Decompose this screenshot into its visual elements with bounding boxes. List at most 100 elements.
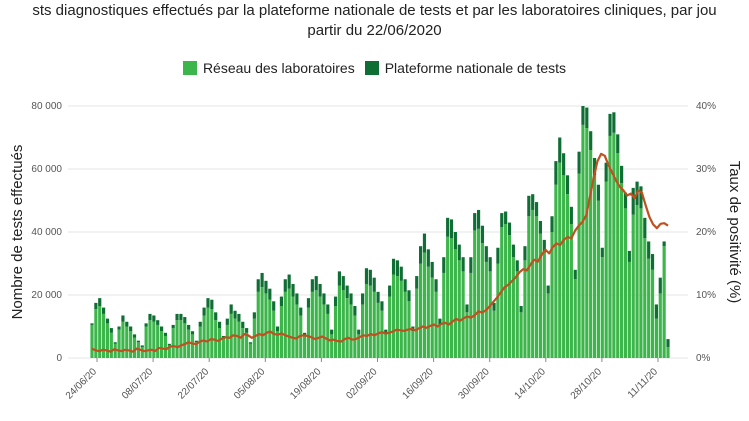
bar-plateforme xyxy=(225,318,229,325)
bar-reseau xyxy=(337,285,341,358)
x-tick-label: 08/07/20 xyxy=(120,366,156,402)
bar-reseau xyxy=(391,274,396,358)
bar-plateforme xyxy=(515,260,519,272)
bar-plateforme xyxy=(426,249,430,267)
bar-plateforme xyxy=(434,279,438,292)
legend-item-reseau: Réseau des laboratoires xyxy=(182,60,355,76)
bar-plateforme xyxy=(654,304,658,319)
bar-plateforme xyxy=(159,326,164,332)
bar-plateforme xyxy=(442,257,446,273)
bar-plateforme xyxy=(415,276,419,289)
bar-reseau xyxy=(469,272,473,358)
bar-reseau xyxy=(465,312,469,358)
bar-reseau xyxy=(318,296,322,358)
bar-plateforme xyxy=(179,313,183,321)
bar-reseau xyxy=(175,320,179,358)
bar-plateforme xyxy=(264,280,268,294)
bar-plateforme xyxy=(314,276,318,291)
bar-plateforme xyxy=(511,244,515,258)
bar-reseau xyxy=(562,175,566,358)
bar-plateforme xyxy=(248,342,253,344)
bar-plateforme xyxy=(136,340,140,343)
bar-plateforme xyxy=(357,329,361,335)
positivity-line xyxy=(91,152,669,353)
bar-reseau xyxy=(453,249,457,358)
bar-reseau xyxy=(357,334,361,358)
bar-reseau xyxy=(194,342,198,358)
y-tick-label: 0 xyxy=(56,353,62,364)
bar-plateforme xyxy=(330,329,334,335)
bar-plateforme xyxy=(465,304,469,313)
bar-reseau xyxy=(322,304,326,358)
bar-reseau xyxy=(353,315,357,358)
bar-reseau xyxy=(565,194,570,358)
bar-plateforme xyxy=(608,113,612,136)
bar-reseau xyxy=(361,304,365,358)
bar-plateforme xyxy=(623,192,628,209)
y-tick-label: 60 000 xyxy=(31,164,62,175)
bar-plateforme xyxy=(129,326,133,332)
bar-reseau xyxy=(496,263,500,358)
bar-reseau xyxy=(179,320,183,358)
bar-reseau xyxy=(102,313,106,358)
bar-plateforme xyxy=(210,299,214,310)
bar-reseau xyxy=(589,150,593,358)
legend: Réseau des laboratoires Plateforme natio… xyxy=(0,60,749,76)
bar-plateforme xyxy=(569,206,573,225)
bar-reseau xyxy=(330,334,334,358)
bar-reseau xyxy=(654,318,658,358)
bar-reseau xyxy=(129,331,133,358)
bar-reseau xyxy=(608,135,612,358)
bar-plateforme xyxy=(531,194,535,210)
bar-reseau xyxy=(627,261,631,358)
bar-plateforme xyxy=(620,165,624,184)
x-tick-label: 24/06/20 xyxy=(64,366,100,402)
bar-reseau xyxy=(538,233,543,358)
bar-plateforme xyxy=(132,334,137,338)
x-tick-label: 19/08/20 xyxy=(288,366,324,402)
bar-plateforme xyxy=(658,277,662,294)
bar-plateforme xyxy=(554,161,558,185)
bar-reseau xyxy=(449,238,454,358)
bar-plateforme xyxy=(581,106,585,125)
bar-reseau xyxy=(650,269,655,358)
bar-plateforme xyxy=(469,257,473,273)
bar-reseau xyxy=(167,345,171,358)
bar-reseau xyxy=(225,324,229,358)
bar-reseau xyxy=(310,291,314,358)
bar-plateforme xyxy=(627,250,631,262)
bar-reseau xyxy=(202,315,206,358)
bar-plateforme xyxy=(488,257,492,272)
bar-plateforme xyxy=(612,112,616,133)
bar-plateforme xyxy=(121,315,125,322)
bar-plateforme xyxy=(241,321,245,329)
bar-plateforme xyxy=(237,313,241,322)
bar-plateforme xyxy=(538,220,543,234)
bar-reseau xyxy=(527,216,531,358)
bar-plateforme xyxy=(662,241,666,247)
bar-reseau xyxy=(152,321,156,358)
bar-plateforme xyxy=(507,222,512,236)
bar-plateforme xyxy=(631,187,635,215)
bar-plateforme xyxy=(125,321,129,327)
x-tick-label: 22/07/20 xyxy=(176,366,212,402)
bar-plateforme xyxy=(534,202,539,217)
bar-reseau xyxy=(666,346,670,358)
bar-plateforme xyxy=(589,131,593,151)
bar-plateforme xyxy=(283,279,287,292)
bar-reseau xyxy=(171,328,175,358)
bar-reseau xyxy=(581,124,585,359)
bar-plateforme xyxy=(171,324,175,329)
bar-reseau xyxy=(187,329,191,358)
bar-reseau xyxy=(577,173,581,358)
bar-reseau xyxy=(217,328,222,358)
y2-tick-label: 0% xyxy=(696,353,711,364)
bar-reseau xyxy=(283,291,287,358)
bar-plateforme xyxy=(523,246,527,261)
bar-reseau xyxy=(531,209,535,358)
bar-plateforme xyxy=(268,288,272,300)
bar-reseau xyxy=(573,279,577,358)
bar-plateforme xyxy=(163,332,168,336)
bar-reseau xyxy=(616,153,620,358)
bar-reseau xyxy=(132,337,137,358)
